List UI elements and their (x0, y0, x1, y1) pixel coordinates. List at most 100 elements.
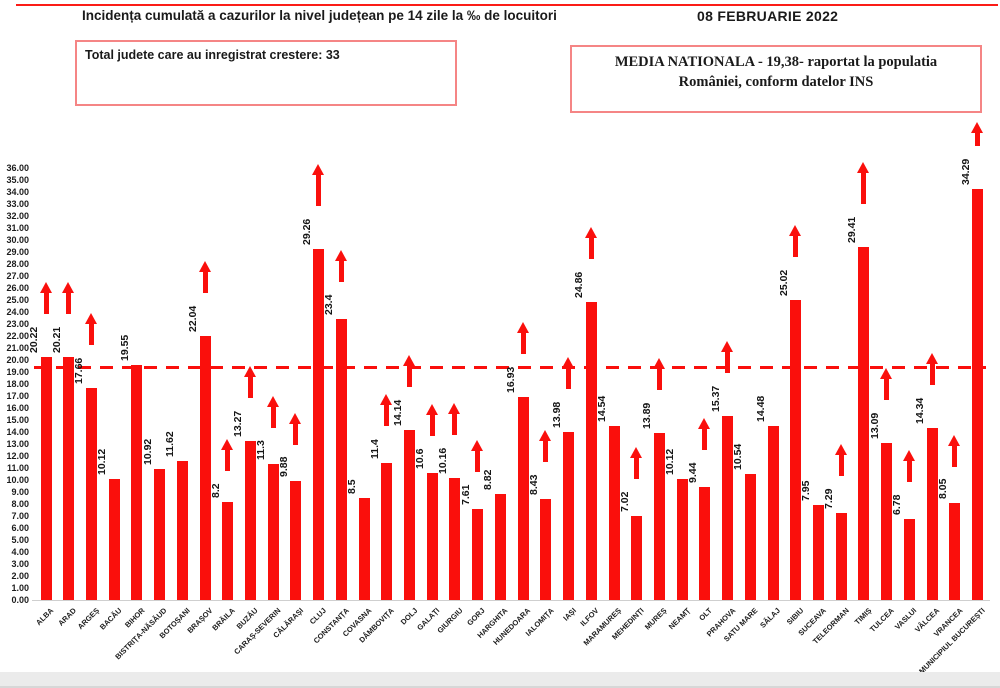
y-axis-label: 25.00 (6, 294, 29, 305)
national-average-line2: României, conform datelor INS (678, 73, 874, 90)
chart-bar (244, 440, 256, 600)
chart-bar (176, 460, 188, 600)
x-axis-label: OLT (697, 606, 715, 623)
arrow-head (198, 260, 211, 272)
arrow-shaft (543, 441, 549, 463)
chart-bar (472, 508, 484, 600)
chart-bar (926, 427, 938, 600)
growth-arrow-icon (971, 121, 984, 146)
growth-arrow-icon (448, 403, 461, 436)
national-average-line (34, 365, 986, 369)
growth-arrow-icon (62, 282, 75, 315)
arrow-head (857, 162, 870, 174)
growth-arrow-icon (925, 352, 939, 385)
bar-value-label: 8.5 (346, 479, 359, 494)
growth-counties-box: Total judete care au inregistrat crester… (75, 40, 457, 106)
chart-bar (790, 299, 802, 600)
arrow-shaft (906, 460, 912, 482)
arrow-head (403, 355, 416, 367)
arrow-shaft (520, 332, 526, 354)
growth-arrow-icon (425, 404, 439, 436)
y-axis-label: 26.00 (6, 282, 29, 293)
arrow-shaft (702, 428, 708, 450)
y-axis-label: 29.00 (6, 246, 29, 257)
y-axis-label: 22.00 (6, 330, 29, 341)
bar-value-label: 10.6 (414, 448, 427, 469)
arrow-head (834, 443, 847, 455)
chart-bar (722, 415, 734, 600)
chart-bar (199, 335, 211, 600)
arrow-shaft (475, 450, 481, 472)
chart-bar (631, 515, 643, 600)
y-axis-label: 21.00 (6, 342, 29, 353)
chart-bar (744, 473, 756, 600)
bar-value-label: 16.93 (505, 366, 518, 393)
arrow-head (925, 352, 938, 364)
x-axis-label: SĂLAJ (758, 606, 783, 630)
chart-bar (563, 432, 575, 600)
bar-value-label: 6.78 (891, 494, 904, 515)
bar-value-label: 13.27 (232, 410, 245, 437)
arrow-head (789, 224, 802, 236)
bar-value-label: 17.66 (73, 357, 86, 385)
arrow-head (471, 439, 484, 451)
bottom-window-band (0, 672, 1000, 688)
chart-bar (358, 498, 370, 600)
growth-arrow-icon (834, 443, 848, 476)
bar-value-label: 19.55 (118, 335, 131, 362)
y-axis-label: 28.00 (6, 258, 29, 269)
bar-value-label: 11.4 (368, 439, 381, 460)
chart-bar (154, 468, 166, 600)
growth-arrow-icon (312, 163, 325, 206)
arrow-shaft (407, 366, 413, 388)
top-red-line (16, 4, 998, 6)
arrow-shaft (838, 454, 844, 476)
bar-value-label: 7.95 (800, 480, 813, 501)
arrow-shaft (88, 324, 94, 346)
y-axis-label: 17.00 (6, 390, 29, 401)
arrow-head (516, 321, 529, 333)
x-axis-label: SIBIU (784, 606, 806, 627)
y-axis-label: 11.00 (6, 462, 29, 473)
bar-value-label: 7.61 (459, 484, 472, 505)
chart-bar (540, 498, 552, 600)
arrow-shaft (293, 423, 299, 445)
national-average-box: MEDIA NATIONALA - 19,38- raportat la pop… (570, 45, 982, 113)
chart-bar (85, 388, 97, 600)
y-axis-label: 8.00 (11, 498, 29, 509)
chart-bar (335, 319, 347, 600)
y-axis-label: 3.00 (11, 558, 29, 569)
arrow-head (562, 357, 575, 369)
y-axis-label: 6.00 (11, 522, 29, 533)
arrow-shaft (861, 173, 867, 205)
x-axis-baseline (32, 600, 990, 601)
arrow-head (380, 394, 393, 406)
y-axis-label: 32.00 (6, 210, 29, 221)
y-axis-label: 15.00 (6, 414, 29, 425)
bar-value-label: 8.82 (482, 469, 495, 491)
chart-bar (903, 518, 915, 600)
chart-bar (835, 512, 847, 600)
chart-bar (131, 365, 143, 600)
bar-value-label: 25.02 (777, 269, 790, 296)
growth-arrow-icon (539, 430, 552, 463)
y-axis-label: 31.00 (6, 222, 29, 233)
arrow-head (539, 430, 552, 442)
bar-value-label: 13.98 (550, 401, 563, 429)
growth-arrow-icon (948, 434, 961, 467)
growth-arrow-icon (334, 250, 348, 283)
growth-arrow-icon (698, 417, 711, 450)
arrow-shaft (43, 293, 49, 315)
bar-value-label: 34.29 (959, 158, 972, 185)
chart-bar (676, 478, 688, 600)
y-axis-label: 4.00 (11, 546, 29, 557)
bar-value-label: 9.44 (686, 462, 699, 483)
bar-value-label: 14.48 (755, 395, 768, 423)
bar-value-label: 10.12 (664, 448, 677, 475)
chart-bar (812, 504, 824, 600)
bar-value-label: 10.12 (96, 448, 109, 475)
bar-value-label: 14.34 (914, 397, 927, 424)
bar-value-label: 8.43 (527, 474, 540, 495)
chart-bar (767, 426, 779, 600)
